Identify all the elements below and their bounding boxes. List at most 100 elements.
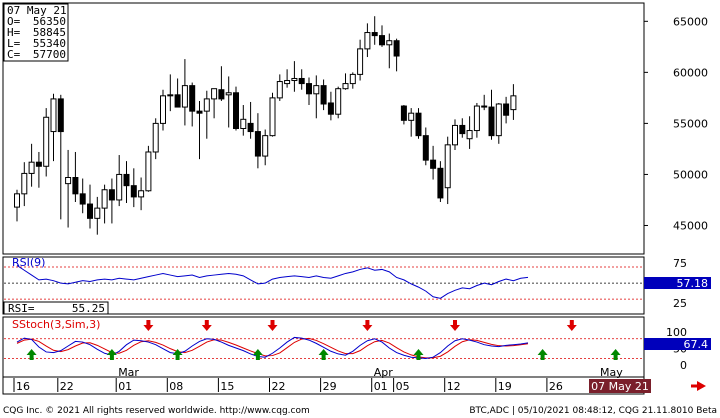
candle [400,105,407,125]
candle [422,127,429,166]
candle [181,59,188,126]
x-tick-label: 29 [323,380,337,393]
buy-arrow-icon [106,349,117,360]
x-tick-label: 08 [169,380,183,393]
candle-body [262,135,269,157]
candle-body [422,135,429,161]
candle-body [225,92,232,96]
candle [101,184,108,224]
candle-body [327,102,334,115]
candle-body [364,32,371,50]
scroll-right-arrow-icon[interactable] [697,381,706,391]
candle [94,196,101,235]
candle [291,61,298,92]
candle [393,38,400,72]
candle [335,86,342,119]
candle-body [452,124,458,146]
candle-body [415,112,422,137]
candle [262,129,269,166]
candle [138,177,145,211]
rsi-value-box: RSI= 55.25 [3,301,109,315]
candle [152,118,159,160]
price-tick-label: 65000 [673,15,708,28]
candle-body [94,207,101,219]
candle [503,96,510,124]
candle [35,151,42,188]
candle-body [50,98,57,133]
candle [79,178,86,214]
price-panel[interactable] [2,2,645,255]
ohlc-date: 07 May 21 [7,4,67,17]
ohlc-open-label: O= [7,15,21,28]
candle-body [116,173,123,201]
candle-body [466,130,473,140]
candle [123,161,130,204]
ohlc-high-label: H= [7,26,21,39]
candle [72,151,79,202]
candle-body [240,118,247,129]
x-tick-label: 22 [60,380,74,393]
candle-body [371,32,378,37]
candle-body [218,89,225,100]
stoch-last-tag-text: 67.4 [684,338,709,351]
rsi-tick-label: 25 [673,297,687,310]
ohlc-high-value: 58845 [33,26,66,39]
buy-arrow-icon [413,349,424,360]
sell-arrow-icon [143,320,154,331]
candle-body [101,189,108,209]
candle [108,178,115,224]
candle-body [203,98,210,112]
candle-body [386,40,393,46]
month-label: Apr [374,366,394,379]
rsi-last-tag-text: 57.18 [677,277,709,290]
candle [313,75,320,119]
x-tick-label: 26 [549,380,563,393]
candle-body [291,77,298,82]
stoch-k-line [16,336,529,360]
candle-body [21,172,28,195]
candle [298,69,305,90]
candle-body [160,95,166,124]
candle [240,105,247,136]
candle [452,119,458,150]
candle-body [349,73,356,85]
candle-body [181,85,188,108]
candle [43,108,50,177]
scroll-right-arrow-stem[interactable] [691,384,698,388]
candle-body [196,110,203,114]
candle [211,88,218,119]
rsi-tick-label: 75 [673,257,687,270]
candle [167,74,174,112]
candle-body [342,83,349,90]
candle [320,79,327,111]
sell-arrow-icon [267,320,278,331]
candle-body [152,122,159,153]
candle-body [247,122,254,133]
candle-body [28,161,35,174]
candle-body [108,189,115,201]
candle-body [495,103,502,137]
rsi-panel[interactable] [2,256,645,315]
candle-body [306,83,312,95]
candle-body [393,40,400,57]
candle [254,113,261,169]
candle [28,143,35,187]
footer-info: BTC,ADC | 05/10/2021 08:48:12, CQG 21.11… [469,406,717,416]
candle-body [437,167,444,199]
candle [247,101,254,139]
candle-body [174,94,181,108]
candle-body [510,95,517,111]
rsi-value: 55.25 [72,302,105,315]
stoch-title: SStoch(3,Sim,3) [12,318,100,331]
stoch-last-tag: 67.4 [644,338,711,351]
candle-body [408,112,415,121]
ohlc-low-label: L= [7,37,21,50]
candle [386,33,393,69]
candle [306,77,312,106]
candle-body [335,88,342,115]
price-tick-label: 60000 [673,66,708,79]
candle [174,78,181,108]
candle-body [430,159,437,169]
candle-body [65,177,72,185]
